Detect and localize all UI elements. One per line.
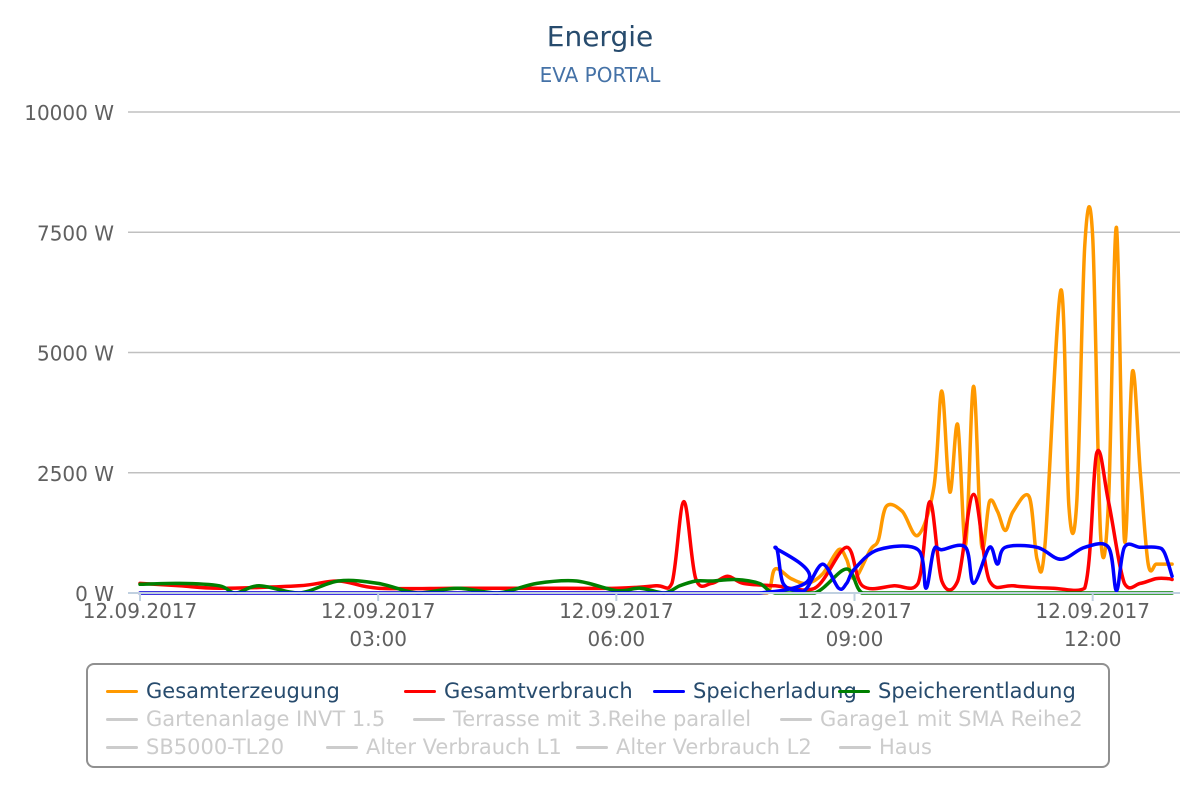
y-tick-label: 0 W xyxy=(75,582,114,606)
legend-label: Terrasse mit 3.Reihe parallel xyxy=(453,707,752,731)
legend-item-gesamterzeugung[interactable]: Gesamterzeugung xyxy=(106,677,340,705)
chart-subtitle: EVA PORTAL xyxy=(539,63,661,87)
legend-swatch xyxy=(413,717,445,721)
legend-item-speicherentladung[interactable]: Speicherentladung xyxy=(838,677,1076,705)
legend-item-alter-verbrauch-l1[interactable]: Alter Verbrauch L1 xyxy=(326,733,562,761)
legend-swatch xyxy=(653,689,685,693)
axis-layer: 0 W 2500 W 5000 W 7500 W 10000 W 12.09.2017 12… xyxy=(24,101,1180,651)
legend-swatch xyxy=(326,745,358,749)
legend-swatch xyxy=(106,689,138,693)
chart-title: Energie xyxy=(546,20,654,53)
energy-line-chart: 0 W 2500 W 5000 W 7500 W 10000 W 12.09.2017 12… xyxy=(24,101,1180,651)
legend-item-alter-verbrauch-l2[interactable]: Alter Verbrauch L2 xyxy=(576,733,812,761)
legend-swatch xyxy=(576,745,608,749)
y-tick-label: 10000 W xyxy=(24,101,114,125)
legend-swatch xyxy=(106,745,138,749)
legend-label: Alter Verbrauch L2 xyxy=(616,735,812,759)
series-line-gesamtverbrauch xyxy=(138,448,1174,593)
legend-item-terrasse[interactable]: Terrasse mit 3.Reihe parallel xyxy=(413,705,751,733)
x-tick-date: 12.09.2017 xyxy=(1035,599,1150,623)
legend-item-gartenanlage-invt[interactable]: Gartenanlage INVT 1.5 xyxy=(106,705,385,733)
legend-item-sb5000[interactable]: SB5000-TL20 xyxy=(106,733,284,761)
x-tick-time: 06:00 xyxy=(588,627,646,651)
legend-label: Alter Verbrauch L1 xyxy=(366,735,562,759)
legend-label: Speicherentladung xyxy=(878,679,1076,703)
legend-label: Garage1 mit SMA Reihe2 xyxy=(820,707,1083,731)
x-tick-date: 12.09.2017 xyxy=(83,599,198,623)
series-layer xyxy=(138,205,1174,595)
legend-swatch xyxy=(404,689,436,693)
legend-item-speicherladung[interactable]: Speicherladung xyxy=(653,677,857,705)
legend-item-haus[interactable]: Haus xyxy=(839,733,932,761)
series-line-speicherladung xyxy=(138,541,1174,595)
legend-label: Gesamtverbrauch xyxy=(444,679,633,703)
x-tick-date: 12.09.2017 xyxy=(559,599,674,623)
series-line-gesamterzeugung xyxy=(138,205,1174,595)
x-tick-time: 03:00 xyxy=(349,627,407,651)
y-tick-label: 5000 W xyxy=(37,342,114,366)
x-tick-date: 12.09.2017 xyxy=(321,599,436,623)
legend-label: Gesamterzeugung xyxy=(146,679,340,703)
y-tick-label: 2500 W xyxy=(37,462,114,486)
y-tick-label: 7500 W xyxy=(37,221,114,245)
legend-label: Gartenanlage INVT 1.5 xyxy=(146,707,386,731)
legend-swatch xyxy=(839,745,871,749)
x-tick-time: 12:00 xyxy=(1064,627,1122,651)
legend-item-gesamtverbrauch[interactable]: Gesamtverbrauch xyxy=(404,677,633,705)
legend-swatch xyxy=(106,717,138,721)
x-tick-date: 12.09.2017 xyxy=(797,599,912,623)
legend-label: Haus xyxy=(879,735,932,759)
grid-layer xyxy=(128,111,1180,474)
legend-item-garage1[interactable]: Garage1 mit SMA Reihe2 xyxy=(780,705,1083,733)
legend-label: Speicherladung xyxy=(693,679,857,703)
legend-swatch xyxy=(780,717,812,721)
legend-label: SB5000-TL20 xyxy=(146,735,285,759)
x-tick-time: 09:00 xyxy=(826,627,884,651)
legend-swatch xyxy=(838,689,870,693)
chart-legend: Gesamterzeugung Gesamtverbrauch Speicher… xyxy=(86,663,1110,768)
series-line-speicherentladung xyxy=(138,567,1174,595)
